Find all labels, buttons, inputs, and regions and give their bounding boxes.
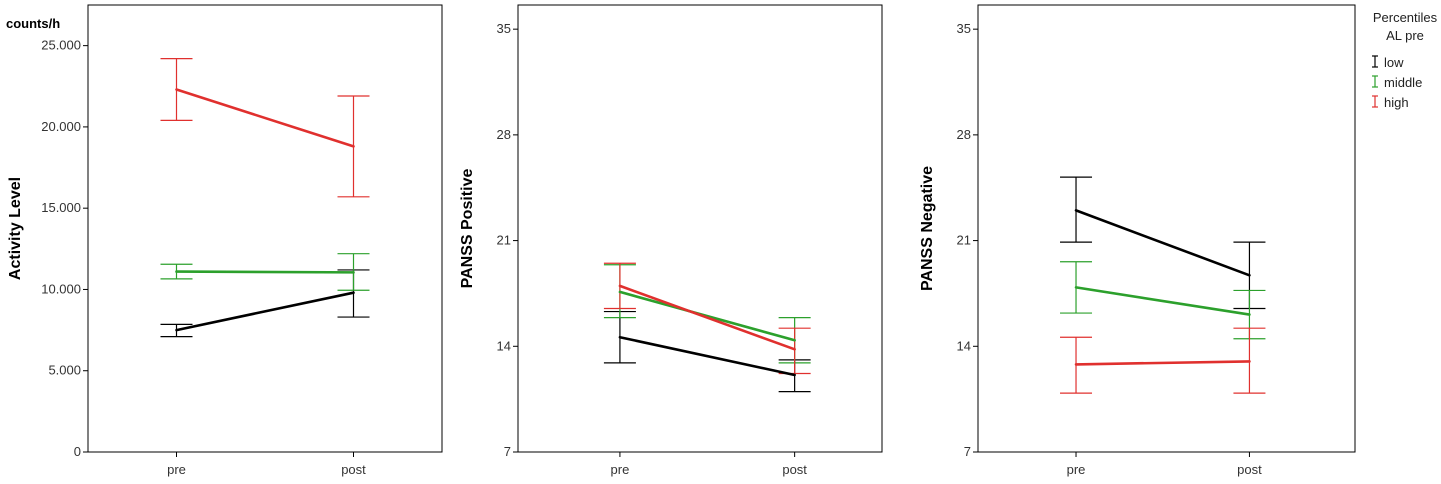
series-line-middle xyxy=(1074,286,1251,316)
y-tick-label: 20.000 xyxy=(41,119,81,134)
series-line-low xyxy=(618,335,796,377)
y-tick-label: 35 xyxy=(957,21,971,36)
x-tick-label: post xyxy=(1237,462,1262,477)
legend-item-high: high xyxy=(1372,95,1409,110)
error-bars-high xyxy=(160,58,370,198)
series-line-middle xyxy=(618,290,796,342)
plot-frame xyxy=(977,4,1356,453)
y-unit-label: counts/h xyxy=(6,16,60,31)
y-tick-label: 14 xyxy=(957,338,971,353)
y-tick-label: 28 xyxy=(957,127,971,142)
y-axis-title: Activity Level xyxy=(7,177,24,280)
legend: Percentiles AL pre low middle high xyxy=(1372,10,1438,110)
chart-panel-3: 7 14 21 28 35 pre post PANSS Negative xyxy=(919,4,1356,477)
y-tick-label: 21 xyxy=(497,233,511,248)
y-tick-label: 0 xyxy=(74,444,81,459)
y-axis-title: PANSS Negative xyxy=(919,166,936,291)
x-tick-label: pre xyxy=(611,462,630,477)
series-line-high xyxy=(1074,360,1251,366)
series-line-high xyxy=(618,284,796,351)
y-tick-label: 21 xyxy=(957,233,971,248)
y-tick-label: 28 xyxy=(497,127,511,142)
x-tick-label: pre xyxy=(1067,462,1086,477)
y-axis-title: PANSS Positive xyxy=(459,169,476,289)
series-line-low xyxy=(1074,209,1251,277)
x-tick-label: pre xyxy=(167,462,186,477)
y-tick-label: 5.000 xyxy=(48,363,81,378)
y-tick-label: 15.000 xyxy=(41,200,81,215)
y-tick-label: 25.000 xyxy=(41,38,81,53)
legend-label: middle xyxy=(1384,75,1422,90)
series-line-low xyxy=(175,291,355,332)
y-tick-label: 7 xyxy=(504,444,511,459)
error-bars-middle xyxy=(603,264,811,364)
plot-frame xyxy=(517,4,883,453)
y-tick-label: 35 xyxy=(497,21,511,36)
chart-panel-2: 7 14 21 28 35 pre post PANSS Positive xyxy=(459,4,883,477)
y-tick-label: 7 xyxy=(964,444,971,459)
y-tick-label: 10.000 xyxy=(41,281,81,296)
legend-title-line1: Percentiles xyxy=(1373,10,1438,25)
chart-panel-1: 0 5.000 10.000 15.000 20.000 25.000 pre post Act… xyxy=(6,4,443,477)
error-bars-high xyxy=(1060,327,1266,394)
legend-title-line2: AL pre xyxy=(1386,28,1424,43)
legend-label: high xyxy=(1384,95,1409,110)
series-line-middle xyxy=(175,270,355,274)
x-tick-label: post xyxy=(341,462,366,477)
series-line-high xyxy=(175,88,355,148)
legend-item-low: low xyxy=(1372,55,1404,70)
legend-label: low xyxy=(1384,55,1404,70)
y-tick-label: 14 xyxy=(497,338,511,353)
x-tick-label: post xyxy=(782,462,807,477)
error-bars-low xyxy=(603,310,811,393)
plot-frame xyxy=(87,4,443,453)
legend-item-middle: middle xyxy=(1372,75,1422,90)
